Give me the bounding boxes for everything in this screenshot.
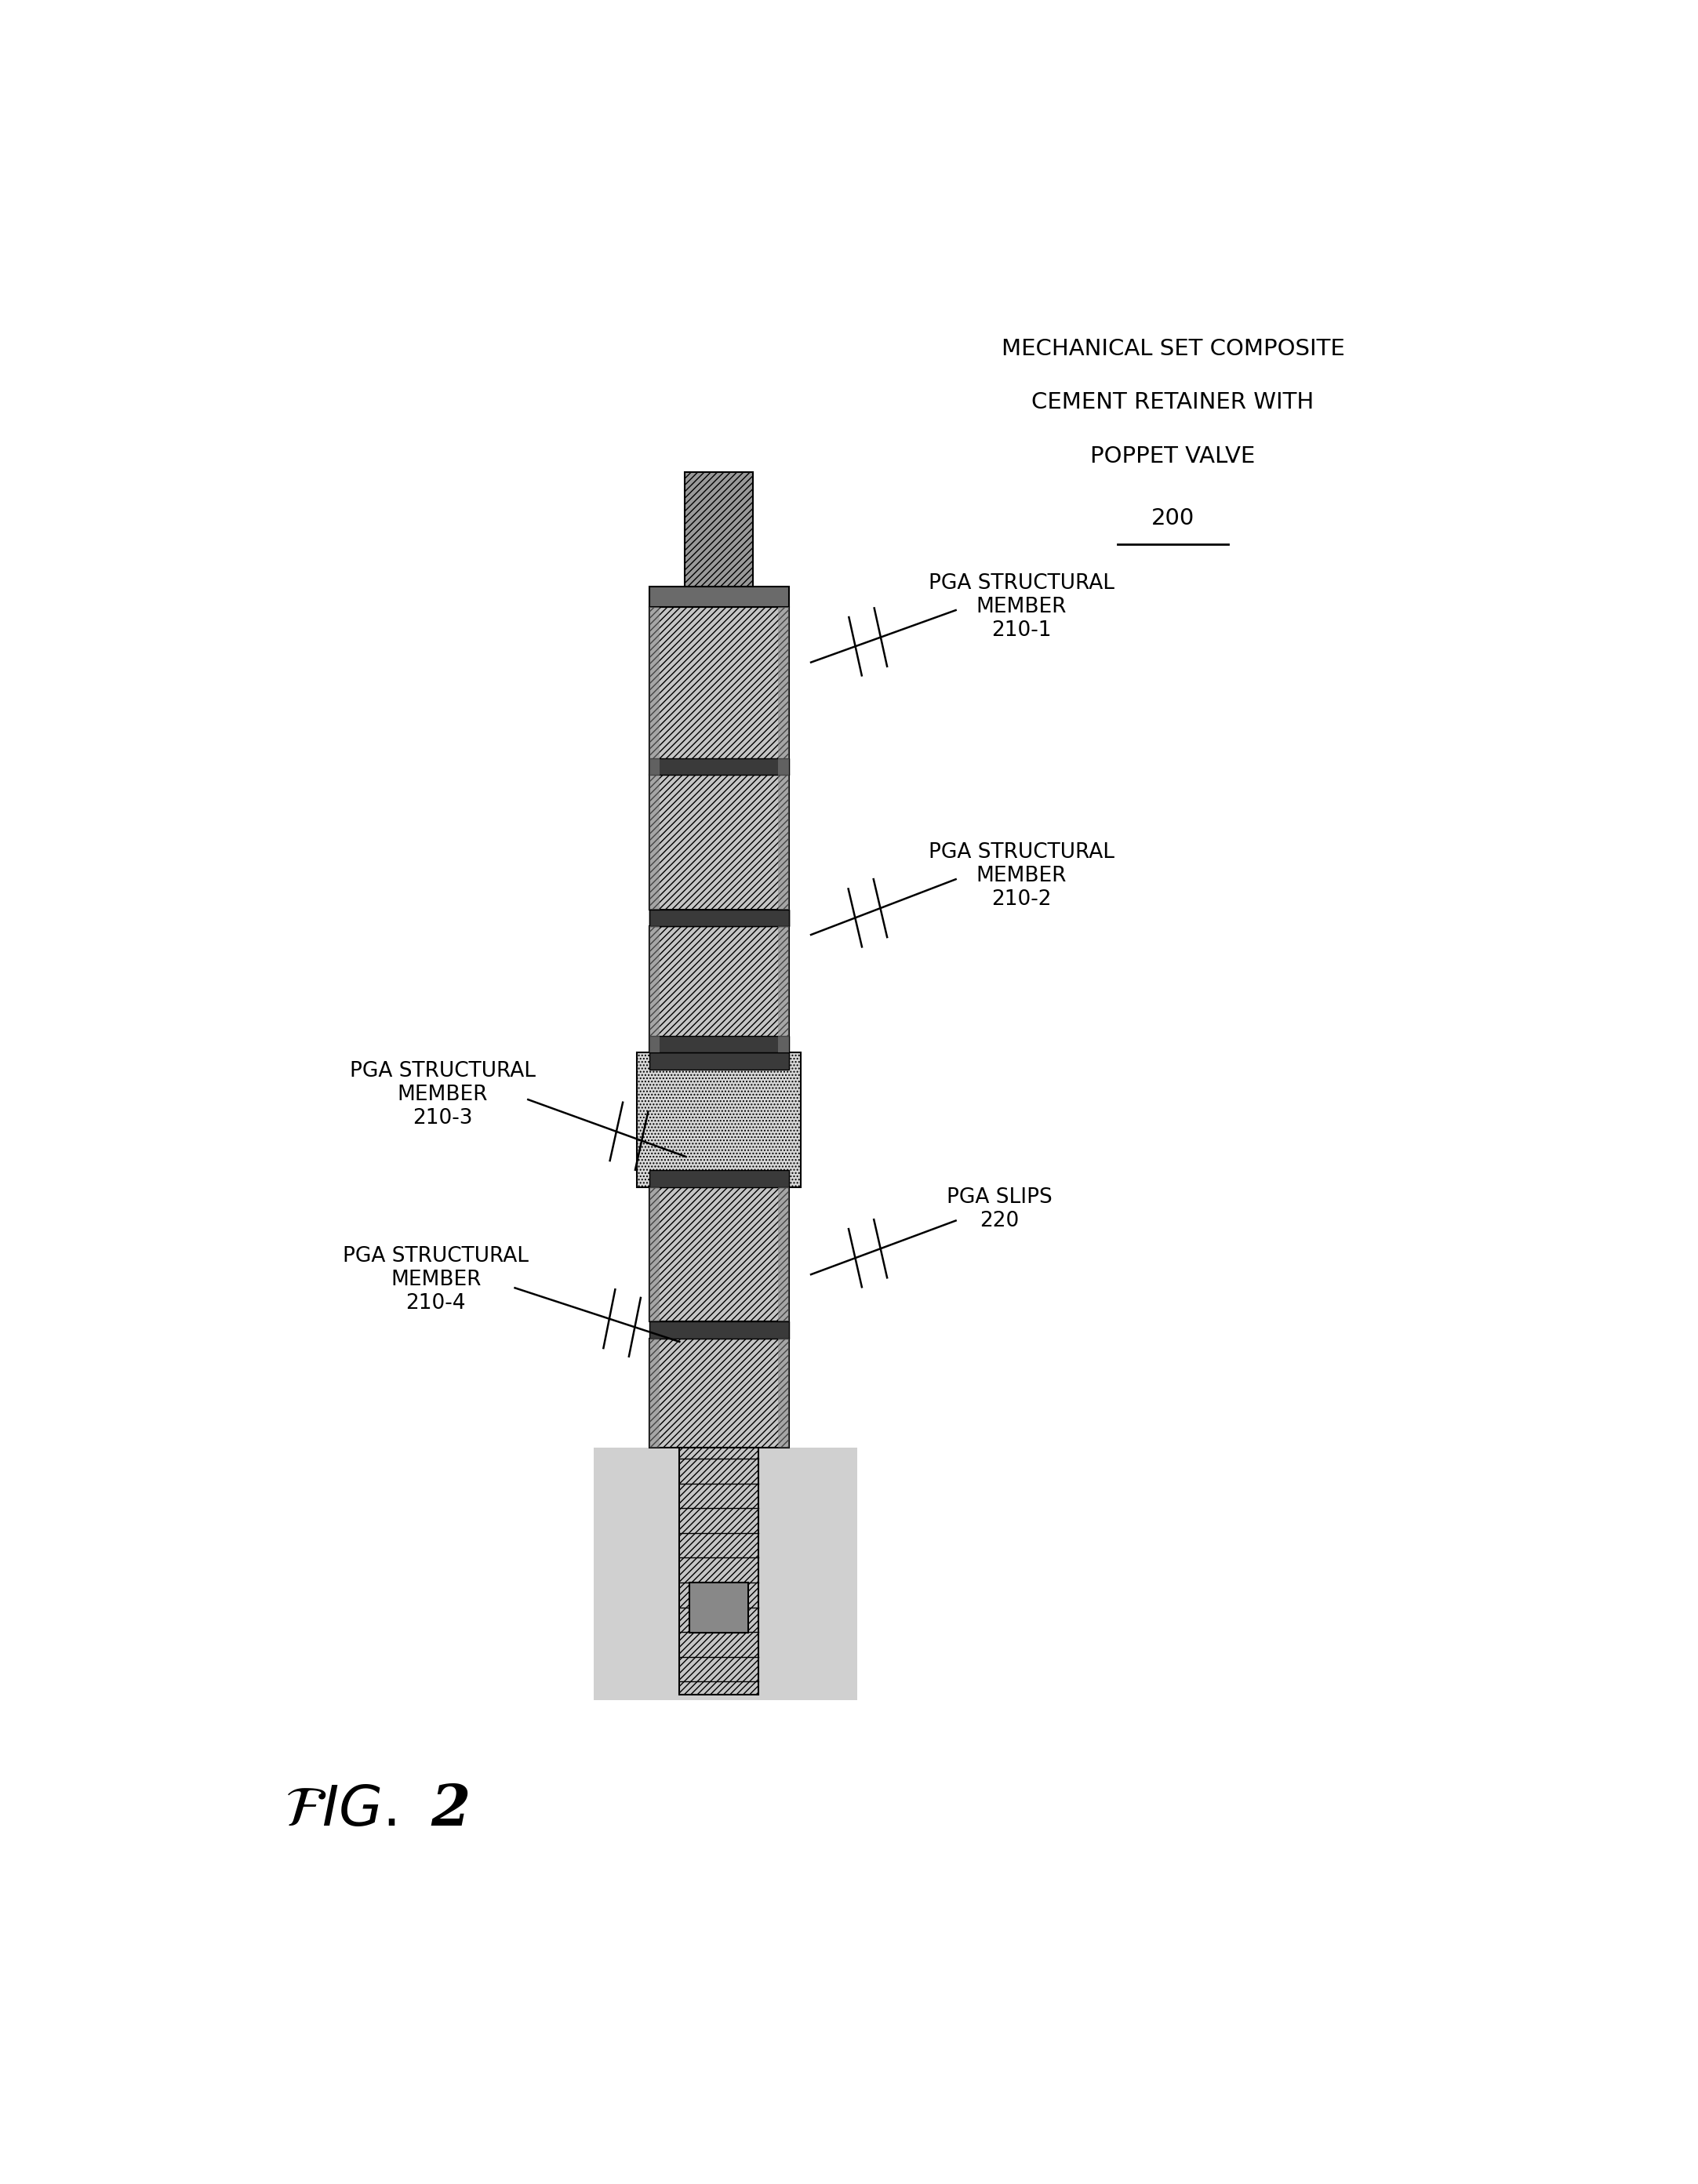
Text: PGA STRUCTURAL
MEMBER
210-2: PGA STRUCTURAL MEMBER 210-2 [929,843,1114,911]
Bar [778,926,788,1053]
Bar [649,1186,659,1321]
Text: $\mathcal{F}$$\mathit{IG.}$ 2: $\mathcal{F}$$\mathit{IG.}$ 2 [285,1782,470,1837]
Bar [649,1321,788,1339]
Bar [637,1053,801,1186]
Bar [649,1035,788,1053]
Bar [649,758,788,775]
Bar [649,607,788,775]
Bar [649,1053,788,1070]
Bar [649,775,659,909]
Text: PGA STRUCTURAL
MEMBER
210-1: PGA STRUCTURAL MEMBER 210-1 [929,572,1114,640]
Bar [594,1448,857,1699]
Bar [649,1339,659,1448]
Bar [778,607,788,775]
Bar [778,775,788,909]
Bar [649,775,788,909]
Text: PGA SLIPS
220: PGA SLIPS 220 [946,1186,1053,1232]
Bar [778,1339,788,1448]
Text: POPPET VALVE: POPPET VALVE [1090,446,1255,467]
Bar [649,926,788,1053]
Bar [649,1186,788,1321]
Bar [649,1171,788,1186]
Bar [679,1448,759,1695]
Bar [649,587,788,607]
Bar [649,1339,788,1448]
Bar [649,926,659,1053]
Bar [649,909,788,926]
Text: 200: 200 [1151,507,1195,529]
Text: MECHANICAL SET COMPOSITE: MECHANICAL SET COMPOSITE [1002,339,1345,360]
Text: PGA STRUCTURAL
MEMBER
210-4: PGA STRUCTURAL MEMBER 210-4 [343,1245,528,1313]
Bar [778,1186,788,1321]
Text: CEMENT RETAINER WITH: CEMENT RETAINER WITH [1032,391,1314,413]
Text: PGA STRUCTURAL
MEMBER
210-3: PGA STRUCTURAL MEMBER 210-3 [350,1061,535,1129]
Bar [689,1581,749,1634]
Bar [649,909,788,926]
Bar [684,472,754,607]
Bar [649,607,659,775]
